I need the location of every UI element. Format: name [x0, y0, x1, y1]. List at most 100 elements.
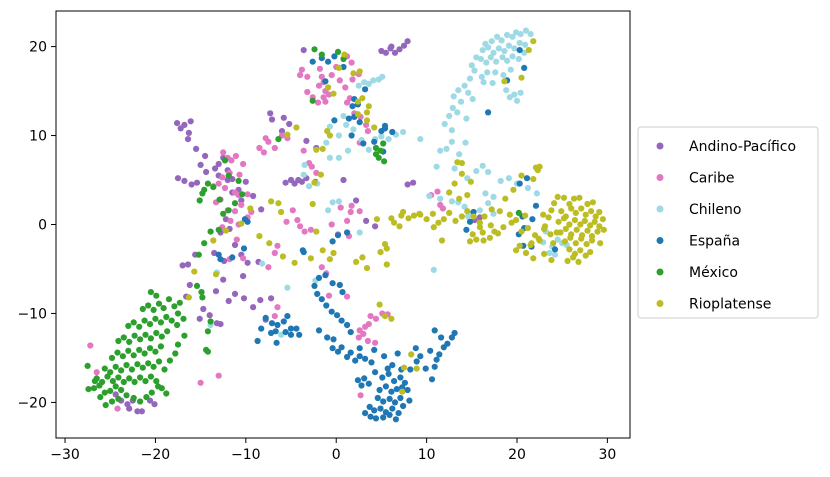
data-point	[532, 232, 539, 239]
data-point	[215, 372, 222, 379]
data-point	[136, 346, 143, 353]
data-point	[446, 209, 453, 216]
data-point	[383, 261, 390, 268]
data-point	[349, 76, 356, 83]
legend-marker	[656, 268, 664, 276]
data-point	[506, 94, 513, 101]
data-point	[516, 47, 523, 54]
data-point	[417, 353, 424, 360]
data-point	[388, 43, 395, 50]
data-point	[153, 378, 160, 385]
data-point	[284, 131, 291, 138]
legend-item: España	[656, 234, 740, 250]
data-point	[157, 319, 164, 326]
data-point	[318, 264, 325, 271]
data-point	[572, 209, 579, 216]
data-point	[464, 208, 471, 215]
data-point	[382, 49, 389, 56]
data-point	[588, 233, 596, 240]
data-point	[271, 249, 278, 257]
data-point	[444, 340, 451, 347]
data-point	[271, 144, 278, 152]
data-point	[386, 411, 393, 418]
data-point	[330, 336, 337, 343]
data-point	[163, 313, 170, 321]
data-point	[469, 96, 476, 103]
data-point	[527, 30, 534, 38]
data-point	[497, 177, 504, 184]
data-point	[300, 249, 307, 256]
data-point	[364, 128, 371, 135]
data-point	[376, 386, 383, 394]
data-point	[358, 382, 365, 389]
data-point	[485, 44, 492, 51]
data-point	[518, 172, 525, 179]
data-point	[571, 217, 579, 224]
data-point	[371, 138, 378, 145]
data-point	[257, 297, 264, 304]
data-point	[307, 255, 314, 262]
data-point	[123, 362, 130, 369]
data-point	[377, 249, 384, 256]
data-point	[354, 111, 361, 118]
data-point	[120, 334, 127, 341]
data-point	[433, 356, 440, 363]
data-point	[139, 305, 146, 313]
data-point	[314, 290, 321, 297]
data-point	[356, 345, 363, 352]
data-point	[431, 363, 438, 370]
data-point	[329, 345, 336, 352]
data-point	[458, 160, 465, 167]
data-point	[335, 64, 342, 71]
data-point	[597, 240, 604, 247]
data-point	[112, 363, 119, 370]
data-point	[215, 226, 222, 233]
data-point	[123, 392, 130, 399]
data-point	[354, 98, 361, 105]
data-point	[150, 363, 157, 370]
data-point	[479, 47, 486, 54]
data-point	[347, 349, 354, 356]
data-point	[318, 296, 325, 303]
data-point	[570, 254, 577, 261]
data-point	[203, 168, 210, 176]
data-point	[186, 281, 193, 289]
data-point	[147, 335, 154, 342]
data-point	[416, 210, 423, 217]
data-point	[323, 302, 330, 309]
data-point	[385, 370, 392, 377]
data-point	[268, 116, 276, 123]
legend-item: Chileno	[656, 202, 741, 218]
data-point	[558, 208, 565, 215]
data-point	[145, 302, 152, 309]
data-point	[137, 374, 144, 381]
data-point	[145, 360, 152, 367]
data-point	[385, 136, 392, 143]
data-point	[238, 197, 245, 204]
data-point	[108, 354, 116, 361]
data-point	[530, 255, 537, 262]
data-point	[215, 160, 222, 168]
data-point	[356, 353, 363, 360]
data-point	[458, 170, 465, 177]
data-point	[372, 339, 379, 346]
data-point	[485, 200, 492, 207]
data-point	[137, 398, 144, 405]
data-point	[158, 385, 165, 392]
data-point	[500, 72, 507, 79]
data-point	[293, 325, 300, 332]
data-point	[315, 274, 323, 281]
series-0	[112, 38, 483, 415]
data-point	[359, 95, 366, 102]
data-point	[363, 217, 370, 224]
data-point	[353, 258, 360, 265]
data-point	[422, 365, 429, 372]
data-point	[505, 42, 512, 49]
data-point	[524, 184, 532, 192]
data-point	[490, 49, 497, 56]
data-point	[504, 31, 511, 39]
data-point	[185, 129, 192, 136]
data-point	[201, 240, 208, 247]
data-point	[303, 137, 310, 144]
legend-marker	[656, 300, 664, 307]
